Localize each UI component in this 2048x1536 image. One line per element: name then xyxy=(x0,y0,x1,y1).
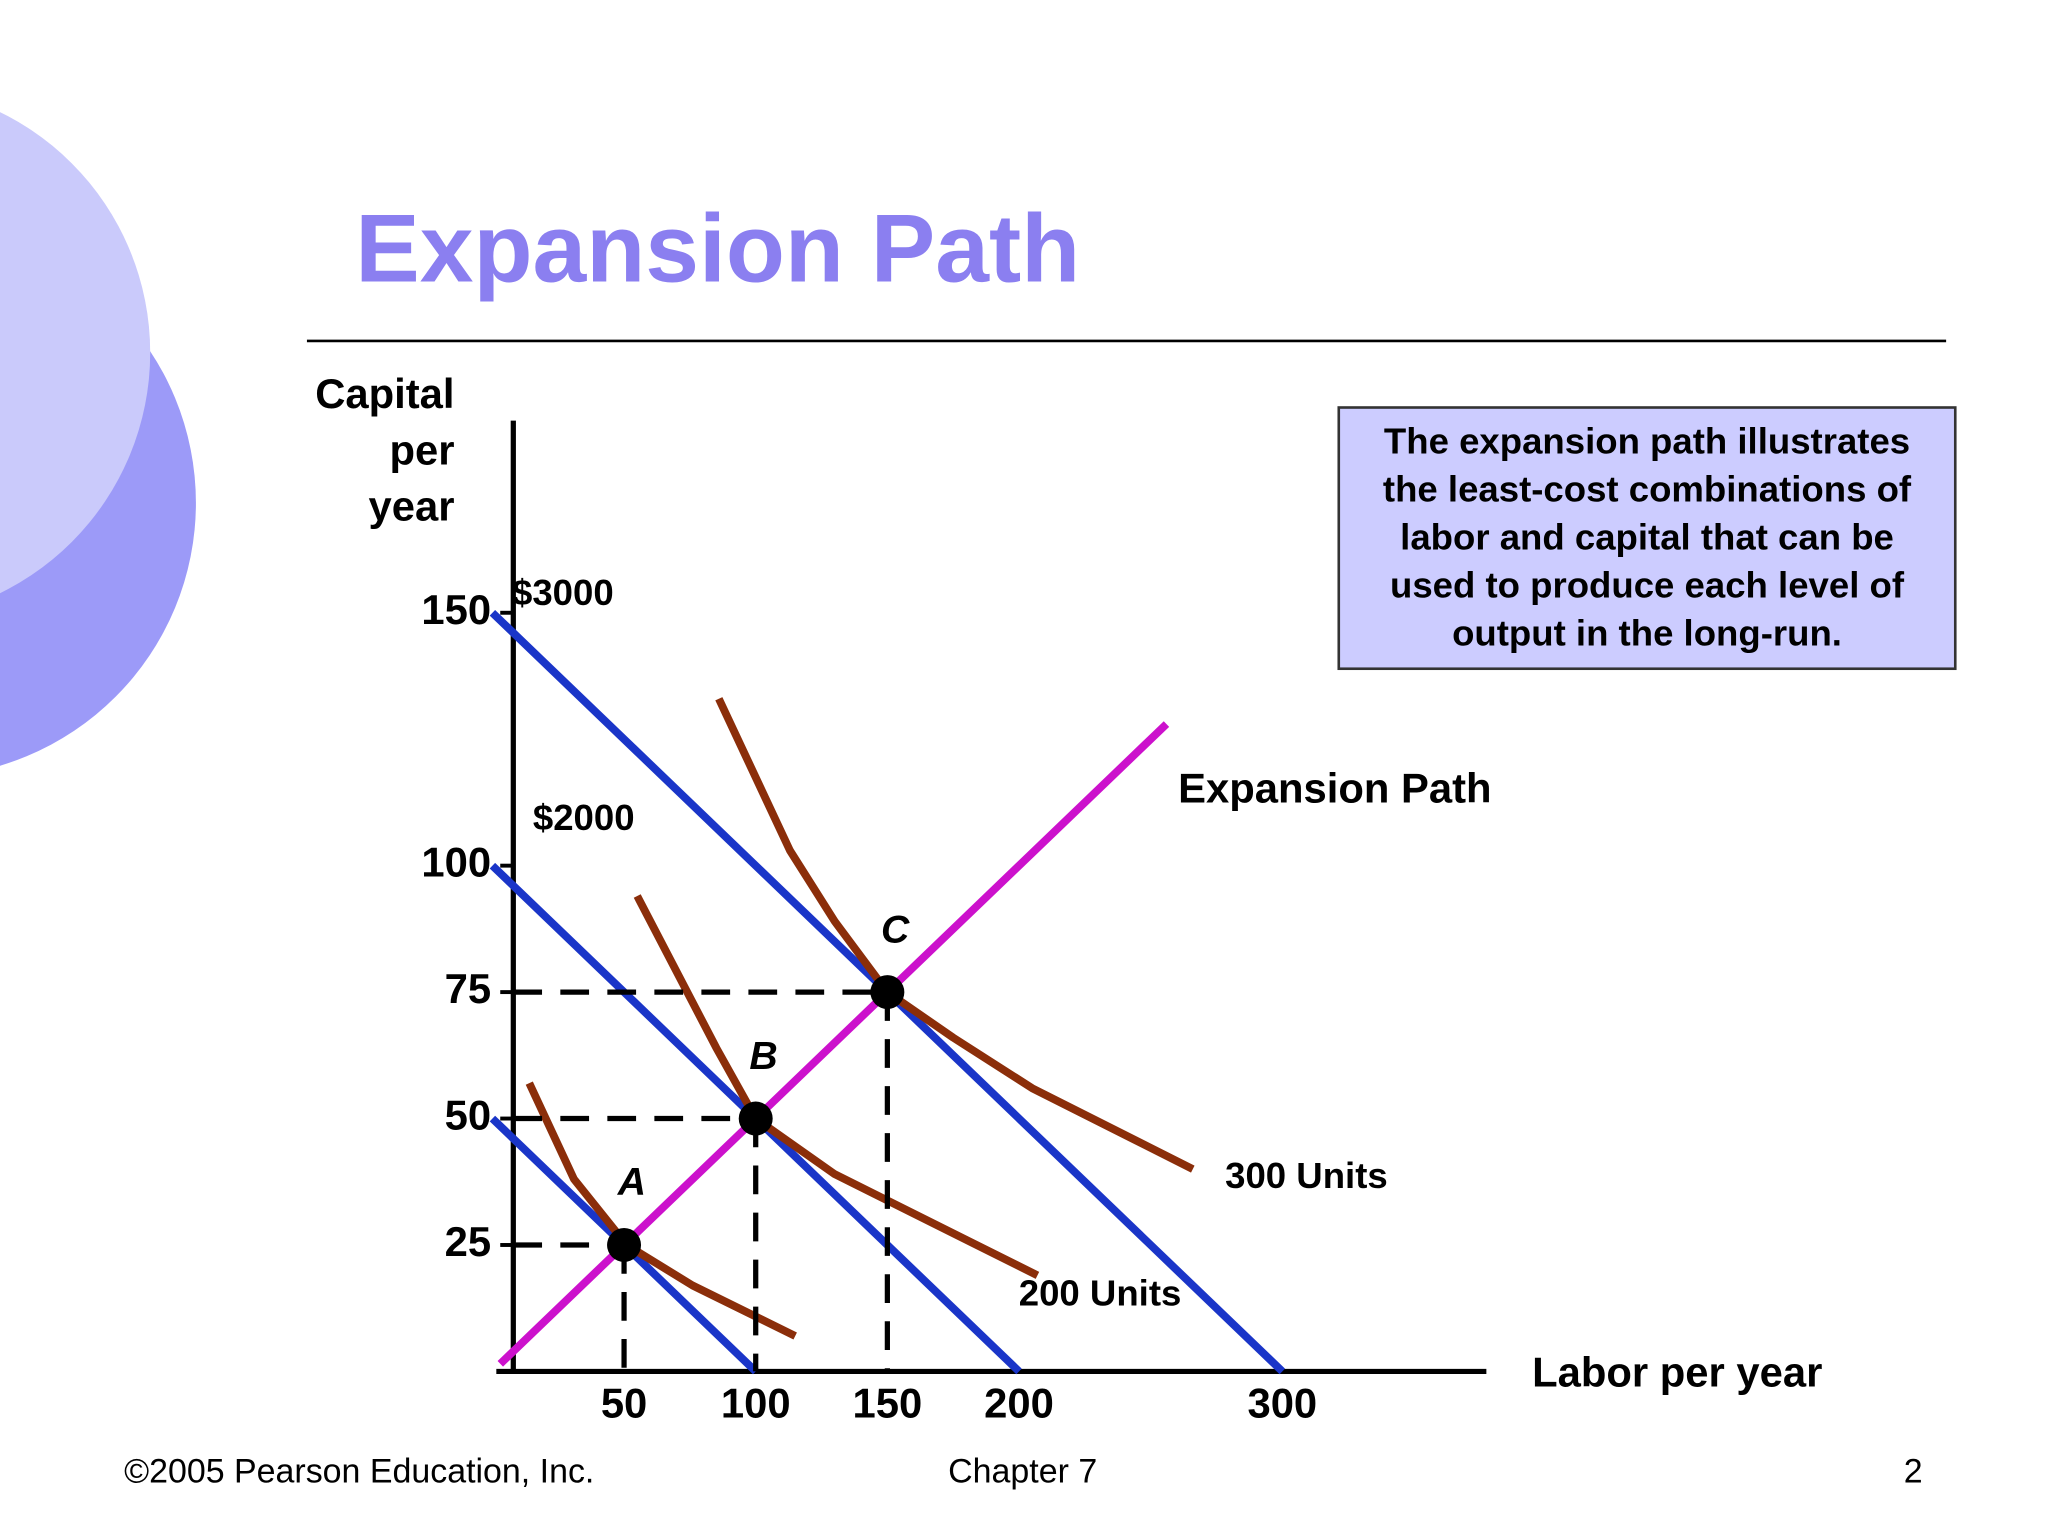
expansion-path-label: Expansion Path xyxy=(1178,765,1491,812)
y-tick-label: 75 xyxy=(445,965,491,1012)
isoquant xyxy=(633,894,1040,1279)
y-tick-label: 150 xyxy=(421,586,491,633)
y-label-line: per xyxy=(389,426,454,473)
x-tick-label: 200 xyxy=(984,1380,1054,1427)
info-line: the least-cost combinations of xyxy=(1383,469,1912,510)
y-label-line: Capital xyxy=(315,370,454,417)
x-tick-label: 100 xyxy=(721,1380,791,1427)
info-box xyxy=(1337,406,1957,671)
y-axis-label: Capital per year xyxy=(315,370,454,529)
footer-right: 2 xyxy=(1904,1452,1923,1490)
info-line: used to produce each level of xyxy=(1390,565,1905,606)
slide-title: Expansion Path xyxy=(355,196,1080,303)
x-tick-label: 150 xyxy=(853,1380,923,1427)
y-tick-label: 100 xyxy=(421,839,491,886)
point-label: C xyxy=(881,908,910,951)
info-line: The expansion path illustrates xyxy=(1384,421,1910,462)
y-label-line: year xyxy=(369,482,455,529)
y-tick-label: 25 xyxy=(445,1218,491,1265)
isoquant-label: 300 Units xyxy=(1225,1155,1388,1196)
footer-center: Chapter 7 xyxy=(948,1452,1097,1490)
isocost-label: $3000 xyxy=(512,572,614,613)
plot: 50 100 150 200 300 25 50 75 100 150 $3000 $2000 Expa… xyxy=(421,572,1491,1426)
decor-circle xyxy=(0,112,151,594)
point xyxy=(738,1101,773,1136)
x-tick-label: 300 xyxy=(1247,1380,1317,1427)
x-tick-label: 50 xyxy=(601,1380,647,1427)
x-axis-label: Labor per year xyxy=(1532,1348,1822,1395)
point xyxy=(607,1228,642,1262)
footer-left: ©2005 Pearson Education, Inc. xyxy=(124,1452,594,1490)
y-tick-label: 50 xyxy=(445,1092,491,1139)
point xyxy=(870,975,905,1010)
isoquant-label: 200 Units xyxy=(1019,1272,1182,1313)
info-line: output in the long-run. xyxy=(1452,612,1842,653)
point-label: A xyxy=(617,1161,646,1204)
isocost-label: $2000 xyxy=(533,797,635,838)
point-label: B xyxy=(749,1035,777,1078)
info-line: labor and capital that can be xyxy=(1400,517,1894,558)
info-text: The expansion path illustrates the least-… xyxy=(1383,421,1912,654)
expansion-path xyxy=(497,721,1170,1367)
